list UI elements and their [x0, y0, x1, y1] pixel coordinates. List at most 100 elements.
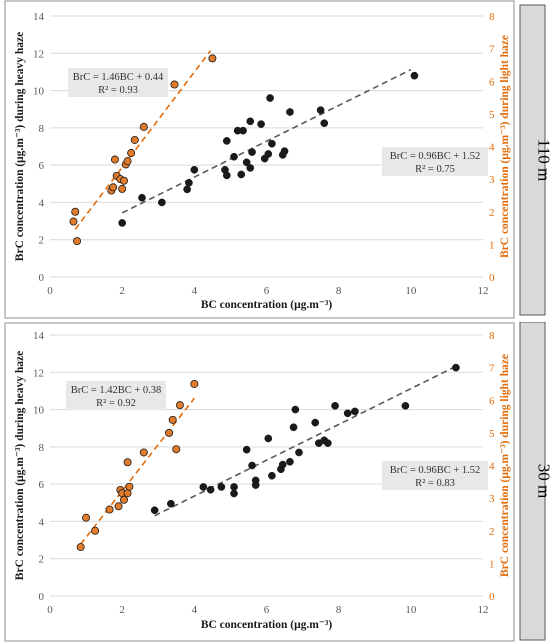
data-point — [316, 106, 325, 114]
r-squared-label: R² = 0.93 — [98, 85, 138, 96]
panel-label-box — [519, 322, 546, 641]
chart-panel-30m: 0 2 4 6 8 10 12 14 0 1 2 3 4 5 6 7 8 0 2 4 6 8 10 12 BC concentr… — [0, 322, 550, 643]
y2-tick-label: 2 — [489, 526, 495, 538]
y2-tick-label: 4 — [489, 142, 495, 154]
data-point — [230, 489, 238, 498]
y2-tick-label: 1 — [489, 558, 495, 570]
x-tick-label: 8 — [336, 285, 342, 297]
y-tick-label: 2 — [39, 235, 45, 247]
data-point — [123, 458, 132, 467]
data-point — [71, 207, 80, 216]
data-point — [248, 148, 256, 156]
y2-tick-label: 8 — [489, 11, 495, 23]
data-point — [230, 152, 238, 161]
y2-axis-title: BrC concentration (μg.m⁻³) during light … — [499, 35, 511, 258]
y2-tick-label: 0 — [489, 591, 495, 603]
series-light-haze: BrC = 1.46BC + 0.44 R² = 0.93 — [68, 50, 217, 246]
regression-equation: BrC = 0.96BC + 1.52 — [390, 151, 481, 162]
data-point — [168, 415, 177, 424]
y-tick-label: 10 — [33, 86, 45, 98]
data-point — [110, 155, 119, 164]
y-tick-label: 4 — [39, 197, 45, 209]
trendline-heavy-haze — [154, 366, 455, 517]
data-point — [295, 448, 303, 457]
data-point — [76, 543, 85, 552]
y2-tick-label: 0 — [489, 272, 495, 284]
data-point — [114, 502, 123, 511]
data-point — [264, 434, 273, 443]
data-point — [130, 135, 139, 144]
data-point — [286, 108, 294, 116]
data-point — [119, 495, 128, 504]
data-point — [69, 217, 78, 226]
series-heavy-haze: BrC = 0.96BC + 1.52 R² = 0.75 — [118, 68, 488, 227]
y2-tick-label: 8 — [489, 330, 495, 342]
equation-box — [382, 461, 488, 490]
y-tick-label: 10 — [33, 405, 45, 417]
equation-box — [66, 381, 166, 410]
data-point — [351, 407, 359, 416]
x-tick-label: 6 — [264, 604, 270, 616]
data-point — [208, 54, 217, 63]
data-point — [289, 423, 298, 432]
y-tick-label: 6 — [39, 479, 45, 491]
x-tick-label: 2 — [119, 604, 125, 616]
data-point — [127, 149, 136, 158]
y-tick-label: 8 — [39, 442, 45, 454]
panel-label: 30 m — [535, 464, 550, 498]
data-point — [291, 405, 300, 414]
x-tick-label: 8 — [336, 604, 342, 616]
data-point — [185, 179, 193, 187]
data-point — [401, 401, 410, 410]
data-point — [170, 80, 179, 89]
data-point — [165, 428, 174, 437]
x-tick-label: 4 — [192, 285, 198, 297]
data-point — [158, 198, 166, 207]
data-point — [217, 483, 226, 491]
trendline-heavy-haze — [121, 68, 412, 214]
data-point — [73, 237, 82, 246]
data-point — [242, 445, 251, 454]
x-tick-label: 6 — [264, 285, 270, 297]
panel-label-box — [519, 4, 546, 316]
data-point — [222, 137, 231, 145]
y2-tick-label: 7 — [489, 363, 495, 375]
r-squared-label: R² = 0.92 — [96, 398, 136, 409]
data-point — [119, 176, 128, 185]
data-point — [118, 184, 127, 193]
data-point — [125, 482, 134, 491]
y-tick-label: 12 — [33, 48, 44, 60]
data-point — [139, 122, 148, 131]
y-tick-label: 14 — [33, 330, 45, 342]
y2-tick-label: 3 — [489, 493, 495, 505]
data-point — [190, 379, 199, 388]
data-point — [452, 363, 460, 372]
data-point — [167, 499, 175, 508]
data-point — [91, 526, 100, 535]
series-heavy-haze: BrC = 0.96BC + 1.52 R² = 0.83 — [150, 363, 488, 517]
x-tick-label: 0 — [47, 285, 53, 297]
data-point — [251, 476, 260, 485]
regression-equation: BrC = 0.96BC + 1.52 — [390, 465, 481, 476]
data-point — [138, 193, 146, 202]
data-point — [172, 445, 181, 454]
data-point — [139, 448, 148, 457]
data-point — [123, 157, 132, 166]
x-tick-label: 2 — [119, 285, 125, 297]
data-point — [82, 513, 91, 522]
data-point — [266, 94, 274, 102]
equation-box — [68, 68, 168, 97]
equation-box — [382, 147, 488, 176]
x-tick-label: 12 — [478, 604, 489, 616]
y2-tick-label: 5 — [489, 428, 495, 440]
data-point — [175, 401, 184, 410]
x-axis-title: BC concentration (μg.m⁻³) — [201, 619, 333, 631]
y-tick-label: 14 — [33, 11, 45, 23]
data-point — [237, 170, 246, 179]
data-point — [320, 119, 329, 128]
y-axis-title: BrC concentration (μg.m⁻³) during heavy … — [14, 32, 26, 261]
y-tick-label: 12 — [33, 367, 44, 379]
y-tick-label: 2 — [39, 554, 45, 566]
data-point — [150, 506, 159, 515]
